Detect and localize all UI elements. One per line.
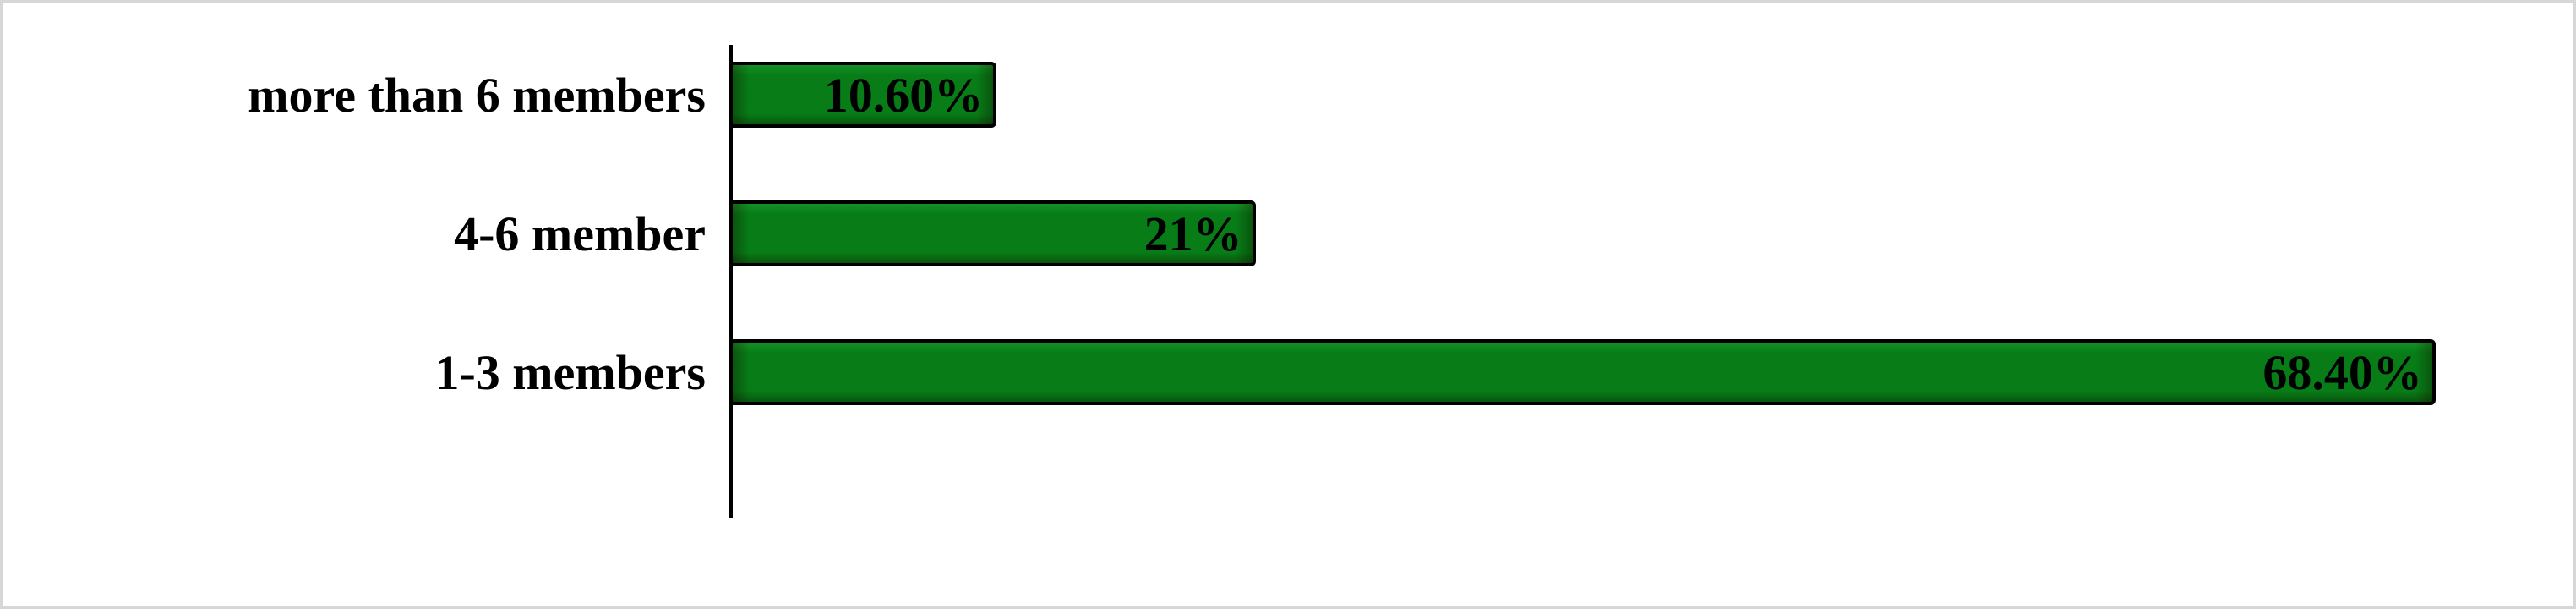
bar: 68.40% bbox=[733, 339, 2436, 405]
bar: 21% bbox=[733, 200, 1256, 266]
bar-row: 1-3 members 68.40% bbox=[53, 339, 2472, 405]
bar-track: 10.60% bbox=[729, 62, 2472, 128]
bar-track: 21% bbox=[729, 200, 2472, 266]
bar-row: 4-6 member 21% bbox=[53, 200, 2472, 266]
chart-frame: more than 6 members 10.60% 4-6 member 21… bbox=[0, 0, 2576, 609]
bar-value-label: 68.40% bbox=[2262, 344, 2422, 401]
category-label: more than 6 members bbox=[53, 67, 729, 123]
bar-row: more than 6 members 10.60% bbox=[53, 62, 2472, 128]
bar-value-label: 10.60% bbox=[824, 67, 984, 123]
bar-value-label: 21% bbox=[1144, 206, 1242, 262]
bar: 10.60% bbox=[733, 62, 996, 128]
bar-track: 68.40% bbox=[729, 339, 2472, 405]
plot-area: more than 6 members 10.60% 4-6 member 21… bbox=[53, 62, 2472, 547]
category-label: 4-6 member bbox=[53, 206, 729, 262]
category-label: 1-3 members bbox=[53, 344, 729, 401]
